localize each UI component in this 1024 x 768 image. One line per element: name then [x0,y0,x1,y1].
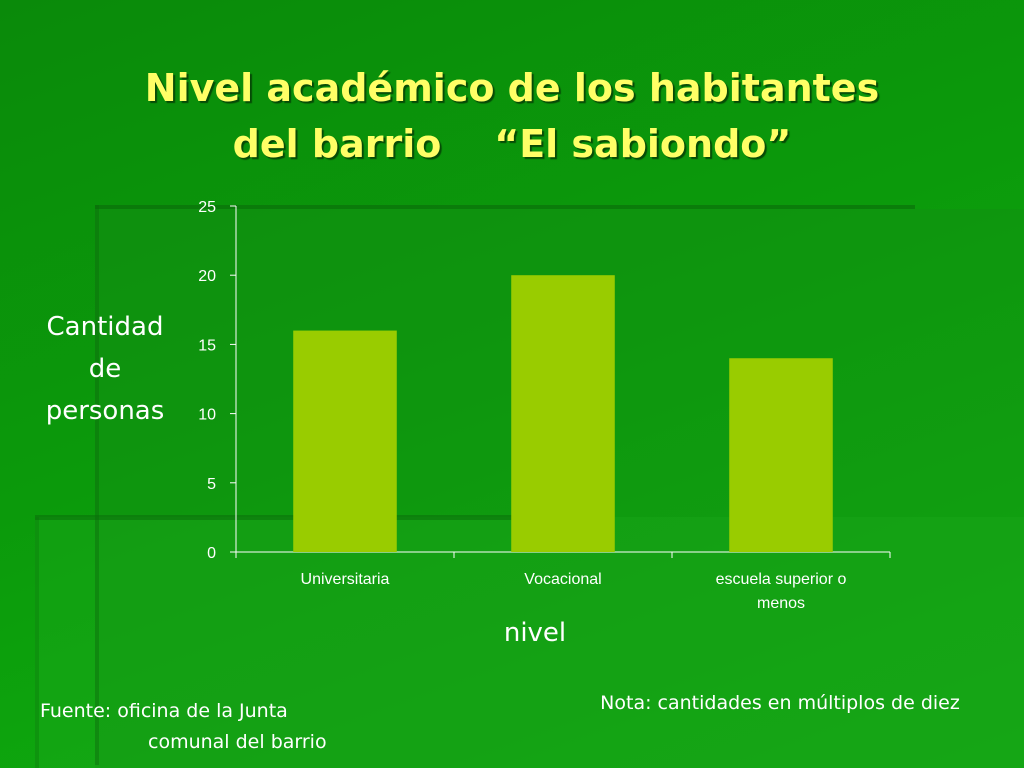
x-axis-label: nivel [503,618,567,648]
decorative-band-left [95,205,99,765]
bar [729,358,833,552]
source-line: comunal del barrio [148,731,327,753]
decorative-line-lower-left [35,517,39,768]
source-line: Fuente: oficina de la Junta [40,700,288,722]
background-panel-lower [35,517,1024,768]
x-tick-label: Universitaria [301,571,390,588]
y-tick-label: 0 [207,545,216,562]
bar [511,275,615,552]
slide-title: Nivel académico de los habitantes del ba… [144,66,880,166]
source-note: Fuente: oficina de la Junta comunal del … [40,696,360,758]
y-tick-label: 20 [198,268,216,285]
y-axis-label: Cantidad de personas [30,306,180,432]
footnote: Nota: cantidades en múltiplos de diez [600,692,960,714]
decorative-band-top [95,205,915,209]
x-tick-label: escuela superior o menos [716,571,847,612]
y-tick-label: 15 [198,337,216,354]
y-axis-label-line: de [88,354,122,384]
y-tick-label: 10 [198,407,216,424]
x-tick-label: Vocacional [524,571,601,588]
y-tick-label: 5 [207,476,216,493]
y-tick-label: 25 [198,199,216,216]
y-axis-label-line: personas [45,396,165,426]
y-axis-label-line: Cantidad [46,312,164,342]
decorative-line-lower-top [35,515,515,520]
bar [293,330,397,552]
